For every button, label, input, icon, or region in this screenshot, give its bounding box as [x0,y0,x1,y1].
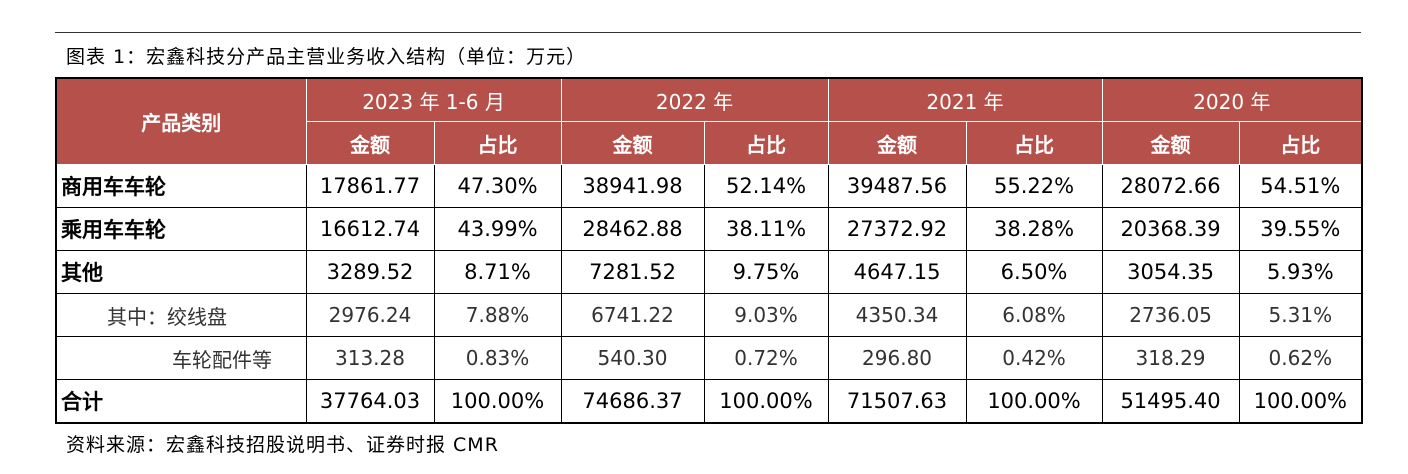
top-rule [55,32,1361,33]
cell: 16612.74 [305,207,435,251]
cell: 313.28 [305,336,435,380]
table: 产品类别 2023 年 1-6 月 2022 年 2021 年 2020 年金额 占比 金额… [55,77,1364,424]
cell: 17861.77 [305,164,435,208]
subheader: 金额 [827,121,967,165]
cell: 38.11% [703,207,829,251]
cell: 55.22% [965,164,1103,208]
cell: 38941.98 [560,164,705,208]
cell: 8.71% [433,250,562,294]
cell: 74686.37 [560,379,705,424]
subheader-row: 金额 占比 金额 占比 金额 占比 金额 占比 [56,121,1363,165]
subheader: 占比 [433,121,562,165]
cell: 3054.35 [1101,250,1240,294]
cell: 6.08% [965,293,1103,337]
table-body: 商用车车轮 17861.77 47.30% 38941.98 52.14% 39487.5… [55,164,1363,424]
table-row: 商用车车轮 17861.77 47.30% 38941.98 52.14% 39487.5… [55,164,1363,208]
cell: 43.99% [433,207,562,251]
table-row: 其他 3289.52 8.71% 7281.52 9.75% 4647.15 6.50% 30… [55,250,1363,294]
subheader: 金额 [1101,121,1240,165]
year-header: 2023 年 1-6 月 [305,77,562,122]
table-row: 合计 37764.03 100.00% 74686.37 100.00% 71507.63… [55,379,1363,424]
subheader: 占比 [1238,121,1363,165]
table-header: 产品类别 2023 年 1-6 月 2022 年 2021 年 2020 年金额 占比 金额… [55,77,1363,165]
source-note: 资料来源：宏鑫科技招股说明书、证券时报 CMR [66,434,499,456]
cell: 0.72% [703,336,829,380]
cell: 0.42% [965,336,1103,380]
header-row: 产品类别 2023 年 1-6 月 2022 年 2021 年 2020 年 [55,77,1363,165]
cell: 3289.52 [305,250,435,294]
cell: 47.30% [433,164,562,208]
table-row: 乘用车车轮 16612.74 43.99% 28462.88 38.11% 27372.9… [55,207,1363,251]
cell: 4647.15 [827,250,967,294]
subheader: 金额 [560,121,705,165]
year-header: 2021 年 [827,77,1103,122]
cell: 71507.63 [827,379,967,424]
row-label: 商用车车轮 [55,164,307,208]
cell: 28072.66 [1101,164,1240,208]
cell: 4350.34 [827,293,967,337]
cell: 51495.40 [1101,379,1240,424]
cell: 20368.39 [1101,207,1240,251]
cell: 2736.05 [1101,293,1240,337]
cell: 9.75% [703,250,829,294]
cell: 6.50% [965,250,1103,294]
table-row: 车轮配件等 313.28 0.83% 540.30 0.72% 296.80 0.42% 31… [55,336,1363,380]
year-header: 2020 年 [1101,77,1363,122]
row-label: 乘用车车轮 [55,207,307,251]
cell: 5.31% [1238,293,1363,337]
cell: 38.28% [965,207,1103,251]
cell: 9.03% [703,293,829,337]
cell: 2976.24 [305,293,435,337]
subheader: 占比 [703,121,829,165]
subheader: 金额 [305,121,435,165]
cell: 296.80 [827,336,967,380]
corner-header: 产品类别 [55,77,307,165]
table-row: 其中：绞线盘 2976.24 7.88% 6741.22 9.03% 4350.34 6.0… [55,293,1363,337]
cell: 100.00% [703,379,829,424]
cell: 37764.03 [305,379,435,424]
cell: 6741.22 [560,293,705,337]
cell: 100.00% [1238,379,1363,424]
cell: 7.88% [433,293,562,337]
title: 图表 1：宏鑫科技分产品主营业务收入结构（单位：万元） [66,46,587,68]
cell: 39.55% [1238,207,1363,251]
cell: 5.93% [1238,250,1363,294]
cell: 0.62% [1238,336,1363,380]
cell: 0.83% [433,336,562,380]
cell: 318.29 [1101,336,1240,380]
row-label: 车轮配件等 [55,336,307,380]
cell: 7281.52 [560,250,705,294]
cell: 100.00% [965,379,1103,424]
subheader: 占比 [965,121,1103,165]
cell: 39487.56 [827,164,967,208]
cell: 54.51% [1238,164,1363,208]
row-label: 其他 [55,250,307,294]
row-label: 其中：绞线盘 [55,293,307,337]
cell: 100.00% [433,379,562,424]
row-label: 合计 [55,379,307,424]
year-header: 2022 年 [560,77,829,122]
cell: 540.30 [560,336,705,380]
cell: 52.14% [703,164,829,208]
cell: 27372.92 [827,207,967,251]
cell: 28462.88 [560,207,705,251]
